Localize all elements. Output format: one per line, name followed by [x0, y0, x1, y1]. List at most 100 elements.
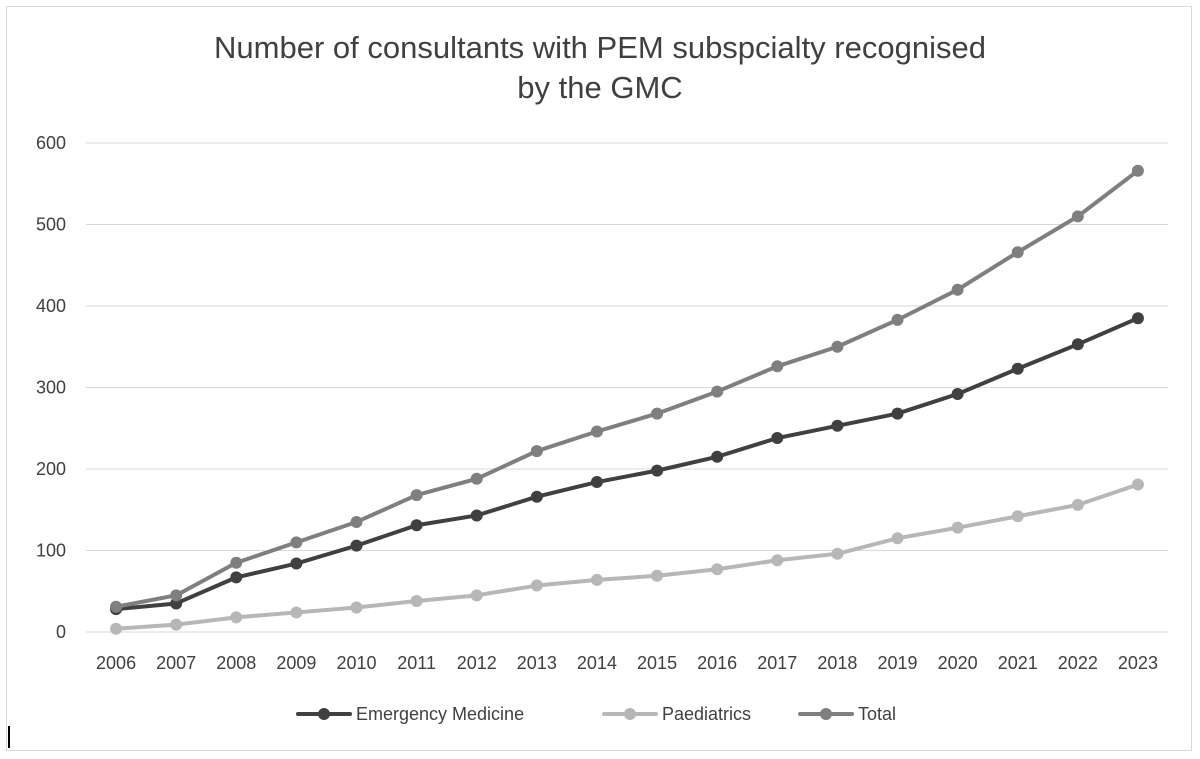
data-point-total	[891, 313, 904, 326]
data-point-total	[590, 425, 603, 438]
data-point-emergency-medicine	[651, 464, 664, 477]
data-point-emergency-medicine	[711, 450, 724, 463]
legend-swatch-marker	[820, 708, 832, 720]
data-point-emergency-medicine	[771, 432, 784, 445]
data-point-emergency-medicine	[1011, 362, 1024, 375]
x-tick-label: 2012	[457, 653, 497, 673]
data-point-total	[350, 515, 363, 528]
chart-title: Number of consultants with PEM subspcial…	[214, 30, 986, 105]
data-point-total	[170, 589, 183, 602]
legend: Emergency Medicine Paediatrics Total	[296, 704, 896, 724]
data-point-emergency-medicine	[290, 557, 303, 570]
data-point-total	[711, 385, 724, 398]
data-point-paediatrics	[1071, 498, 1084, 511]
data-point-emergency-medicine	[1131, 312, 1144, 325]
data-point-total	[951, 283, 964, 296]
x-tick-label: 2013	[517, 653, 557, 673]
legend-label: Total	[858, 704, 896, 724]
data-point-emergency-medicine	[350, 539, 363, 552]
data-point-emergency-medicine	[831, 419, 844, 432]
legend-label: Paediatrics	[662, 704, 751, 724]
legend-label: Emergency Medicine	[356, 704, 524, 724]
y-axis-tick-labels: 0 100 200 300 400 500 600	[36, 133, 66, 642]
y-tick-label: 300	[36, 378, 66, 398]
data-point-paediatrics	[350, 601, 363, 614]
x-tick-label: 2009	[276, 653, 316, 673]
x-tick-label: 2017	[757, 653, 797, 673]
data-point-emergency-medicine	[891, 407, 904, 420]
series-line-total	[114, 168, 1140, 609]
data-point-paediatrics	[1011, 510, 1024, 523]
data-point-total	[651, 407, 664, 420]
y-tick-label: 100	[36, 541, 66, 561]
data-point-total	[1131, 164, 1144, 177]
x-tick-label: 2006	[96, 653, 136, 673]
x-tick-label: 2014	[577, 653, 617, 673]
data-point-paediatrics	[530, 579, 543, 592]
x-tick-label: 2023	[1118, 653, 1158, 673]
data-point-paediatrics	[290, 606, 303, 619]
series-total	[110, 164, 1144, 613]
data-point-total	[290, 536, 303, 549]
data-point-paediatrics	[410, 595, 423, 608]
series-layer	[110, 164, 1144, 635]
x-tick-label: 2011	[397, 653, 436, 673]
x-tick-label: 2016	[697, 653, 737, 673]
x-axis-tick-labels: 2006 2007 2008 2009 2010 2011 2012 2013 2014 2015…	[96, 653, 1158, 673]
x-tick-label: 2007	[156, 653, 196, 673]
data-point-paediatrics	[110, 622, 123, 635]
x-tick-label: 2018	[817, 653, 857, 673]
data-point-emergency-medicine	[951, 388, 964, 401]
chart-title-line-2: by the GMC	[517, 70, 682, 105]
data-point-emergency-medicine	[470, 509, 483, 522]
data-point-emergency-medicine	[410, 519, 423, 532]
data-point-emergency-medicine	[230, 571, 243, 584]
series-line-emergency-medicine	[114, 316, 1140, 612]
data-point-total	[470, 472, 483, 485]
series-paediatrics	[110, 478, 1144, 635]
data-point-total	[530, 445, 543, 458]
data-point-paediatrics	[470, 589, 483, 602]
data-point-total	[230, 556, 243, 569]
data-point-paediatrics	[951, 521, 964, 534]
y-tick-label: 400	[36, 296, 66, 316]
y-tick-label: 0	[56, 622, 66, 642]
legend-item-paediatrics: Paediatrics	[602, 704, 751, 724]
data-point-paediatrics	[651, 569, 664, 582]
y-tick-label: 600	[36, 133, 66, 153]
y-tick-label: 200	[36, 459, 66, 479]
data-point-emergency-medicine	[590, 476, 603, 489]
data-point-total	[1071, 210, 1084, 223]
data-point-total	[1011, 246, 1024, 259]
legend-item-emergency-medicine: Emergency Medicine	[296, 704, 524, 724]
data-point-emergency-medicine	[1071, 338, 1084, 351]
data-point-total	[831, 340, 844, 353]
x-tick-label: 2019	[877, 653, 917, 673]
text-cursor-mark	[8, 726, 10, 748]
data-point-paediatrics	[771, 554, 784, 567]
data-point-total	[771, 360, 784, 373]
series-emergency-medicine	[110, 312, 1144, 616]
chart-title-line-1: Number of consultants with PEM subspcial…	[214, 30, 986, 65]
x-tick-label: 2021	[998, 653, 1038, 673]
data-point-paediatrics	[711, 563, 724, 576]
data-point-total	[110, 600, 123, 613]
data-point-paediatrics	[891, 532, 904, 545]
x-tick-label: 2010	[336, 653, 376, 673]
x-tick-label: 2022	[1058, 653, 1098, 673]
data-point-paediatrics	[230, 611, 243, 624]
x-tick-label: 2020	[938, 653, 978, 673]
x-tick-label: 2015	[637, 653, 677, 673]
gridlines	[86, 142, 1168, 633]
legend-swatch-marker	[318, 708, 330, 720]
data-point-paediatrics	[1131, 478, 1144, 491]
data-point-paediatrics	[590, 573, 603, 586]
series-line-paediatrics	[114, 482, 1140, 631]
data-point-total	[410, 489, 423, 502]
x-tick-label: 2008	[216, 653, 256, 673]
legend-item-total: Total	[798, 704, 896, 724]
data-point-paediatrics	[170, 618, 183, 631]
data-point-emergency-medicine	[530, 490, 543, 503]
data-point-paediatrics	[831, 547, 844, 560]
